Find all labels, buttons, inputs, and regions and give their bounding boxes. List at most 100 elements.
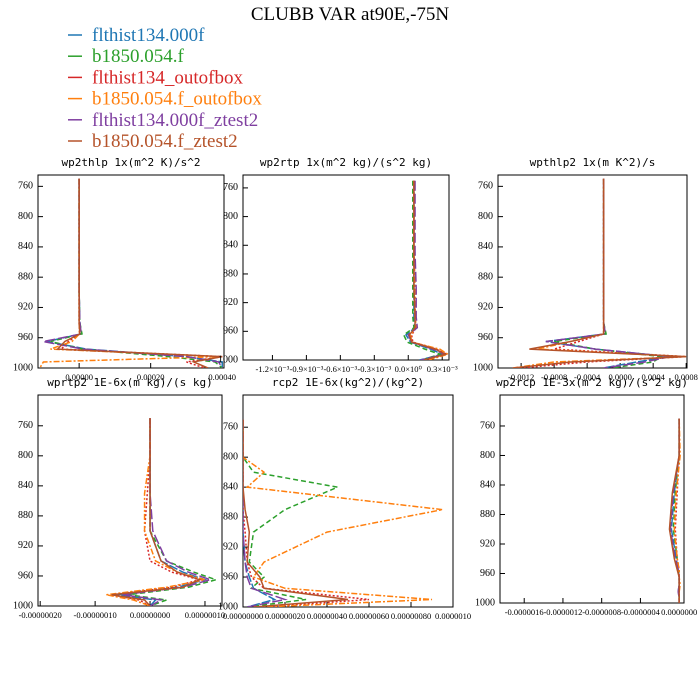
x-tick-label: -1.2×10⁻³ bbox=[256, 364, 290, 374]
x-tick-label: -0.00000020 bbox=[19, 610, 62, 620]
x-tick-label: 0.00000080 bbox=[391, 611, 431, 621]
plot-frame bbox=[242, 394, 454, 608]
x-tick-label: 0.00000 bbox=[65, 372, 93, 382]
y-tick-label: 1000 bbox=[218, 354, 238, 365]
y-tick-label: 760 bbox=[480, 420, 495, 431]
y-tick-label: 1000 bbox=[13, 362, 33, 373]
y-tick-label: 960 bbox=[223, 326, 238, 337]
y-tick-label: 880 bbox=[18, 510, 33, 521]
x-tick-label: 0.0008 bbox=[674, 372, 697, 382]
x-tick-label: -0.0008 bbox=[541, 372, 567, 382]
series-line bbox=[56, 178, 223, 368]
panel-title: wp2rtp 1x(m^2 kg)/(s^2 kg) bbox=[260, 156, 432, 169]
series-line bbox=[59, 178, 223, 368]
x-tick-label: 0.00040 bbox=[208, 372, 236, 382]
series-line bbox=[243, 419, 443, 607]
y-tick-label: 760 bbox=[223, 182, 238, 193]
legend-label: flthist134.000f_ztest2 bbox=[92, 110, 258, 131]
y-tick-label: 800 bbox=[478, 211, 493, 222]
figure-title: CLUBB VAR at90E,-75N bbox=[251, 4, 450, 25]
y-tick-label: 1000 bbox=[475, 597, 495, 608]
x-tick-label: -0.6×10⁻³ bbox=[323, 364, 357, 374]
legend-label: b1850.054.f_ztest2 bbox=[92, 131, 238, 152]
x-tick-label: -0.0000008 bbox=[582, 607, 621, 617]
x-tick-label: -0.0000016 bbox=[505, 607, 544, 617]
x-tick-label: 0.00000000 bbox=[223, 611, 263, 621]
y-tick-label: 800 bbox=[223, 451, 238, 462]
x-tick-label: 0.00000010 bbox=[185, 610, 225, 620]
plot-frame bbox=[37, 394, 223, 607]
y-tick-label: 920 bbox=[18, 302, 33, 313]
legend-label: flthist134_outofbox bbox=[92, 67, 243, 88]
y-tick-label: 1000 bbox=[218, 601, 238, 612]
y-tick-label: 920 bbox=[18, 540, 33, 551]
y-tick-label: 840 bbox=[480, 479, 495, 490]
series-line bbox=[243, 419, 349, 607]
series-line bbox=[111, 418, 202, 606]
y-tick-label: 840 bbox=[223, 481, 238, 492]
series-line bbox=[673, 418, 681, 603]
y-tick-label: 1000 bbox=[13, 600, 33, 611]
y-tick-label: 800 bbox=[18, 211, 33, 222]
y-tick-label: 760 bbox=[18, 181, 33, 192]
y-tick-label: 800 bbox=[480, 450, 495, 461]
x-tick-label: 0.00000040 bbox=[307, 611, 347, 621]
series-line bbox=[668, 418, 680, 603]
series-line bbox=[243, 419, 370, 607]
panel-title: wp2thlp 1x(m^2 K)/s^2 bbox=[61, 156, 200, 169]
x-tick-label: 0.0000010 bbox=[435, 611, 471, 621]
x-tick-label: 0.3×10⁻³ bbox=[427, 364, 458, 374]
y-tick-label: 920 bbox=[478, 302, 493, 313]
series-line bbox=[410, 180, 449, 360]
y-tick-label: 1000 bbox=[473, 362, 493, 373]
series-line bbox=[122, 418, 214, 606]
series-line bbox=[409, 180, 449, 360]
panel-title: wpthlp2 1x(m K^2)/s bbox=[530, 156, 656, 169]
series-line bbox=[408, 180, 448, 360]
x-tick-label: 0.00000000 bbox=[130, 610, 170, 620]
y-tick-label: 800 bbox=[223, 211, 238, 222]
x-tick-label: 0.0000000 bbox=[661, 607, 697, 617]
legend-label: b1850.054.f bbox=[92, 46, 185, 67]
y-tick-label: 960 bbox=[478, 332, 493, 343]
y-tick-label: 840 bbox=[18, 241, 33, 252]
y-tick-label: 880 bbox=[480, 509, 495, 520]
x-tick-label: -0.0004 bbox=[574, 372, 601, 382]
x-tick-label: 0.00000060 bbox=[349, 611, 389, 621]
y-tick-label: 960 bbox=[223, 571, 238, 582]
y-tick-label: 960 bbox=[18, 332, 33, 343]
y-tick-label: 760 bbox=[478, 181, 493, 192]
series-line bbox=[407, 180, 447, 360]
y-tick-label: 960 bbox=[480, 568, 495, 579]
series-line bbox=[553, 178, 664, 368]
y-tick-label: 920 bbox=[480, 538, 495, 549]
series-line bbox=[39, 178, 219, 368]
series-line bbox=[243, 419, 341, 607]
x-tick-label: -0.3×10⁻³ bbox=[357, 364, 391, 374]
x-tick-label: 0.0000 bbox=[608, 372, 631, 382]
plot-frame bbox=[37, 174, 225, 369]
series-line bbox=[46, 178, 223, 368]
panel-title: wp2rcp 1E-3x(m^2 kg)/(s^2 kg) bbox=[496, 376, 688, 389]
legend-label: b1850.054.f_outofbox bbox=[92, 89, 262, 110]
x-tick-label: -0.9×10⁻³ bbox=[289, 364, 323, 374]
y-tick-label: 880 bbox=[478, 271, 493, 282]
x-tick-label: -0.0000012 bbox=[543, 607, 582, 617]
series-line bbox=[105, 418, 206, 606]
x-tick-label: -0.00000010 bbox=[74, 610, 117, 620]
plot-frame bbox=[499, 394, 685, 604]
series-line bbox=[243, 419, 277, 607]
y-tick-label: 840 bbox=[223, 240, 238, 251]
y-tick-label: 840 bbox=[478, 241, 493, 252]
x-tick-label: -0.0000004 bbox=[621, 607, 661, 617]
y-tick-label: 800 bbox=[18, 450, 33, 461]
legend-label: flthist134.000f bbox=[92, 25, 205, 46]
series-line bbox=[50, 178, 223, 368]
panel-title: wprtp2 1E-6x(m kg)/(s kg) bbox=[47, 376, 213, 389]
y-tick-label: 920 bbox=[223, 297, 238, 308]
x-tick-label: 0.0×10⁰ bbox=[395, 364, 423, 374]
series-line bbox=[512, 178, 687, 368]
plot-frame bbox=[497, 174, 688, 369]
series-line bbox=[111, 418, 203, 606]
